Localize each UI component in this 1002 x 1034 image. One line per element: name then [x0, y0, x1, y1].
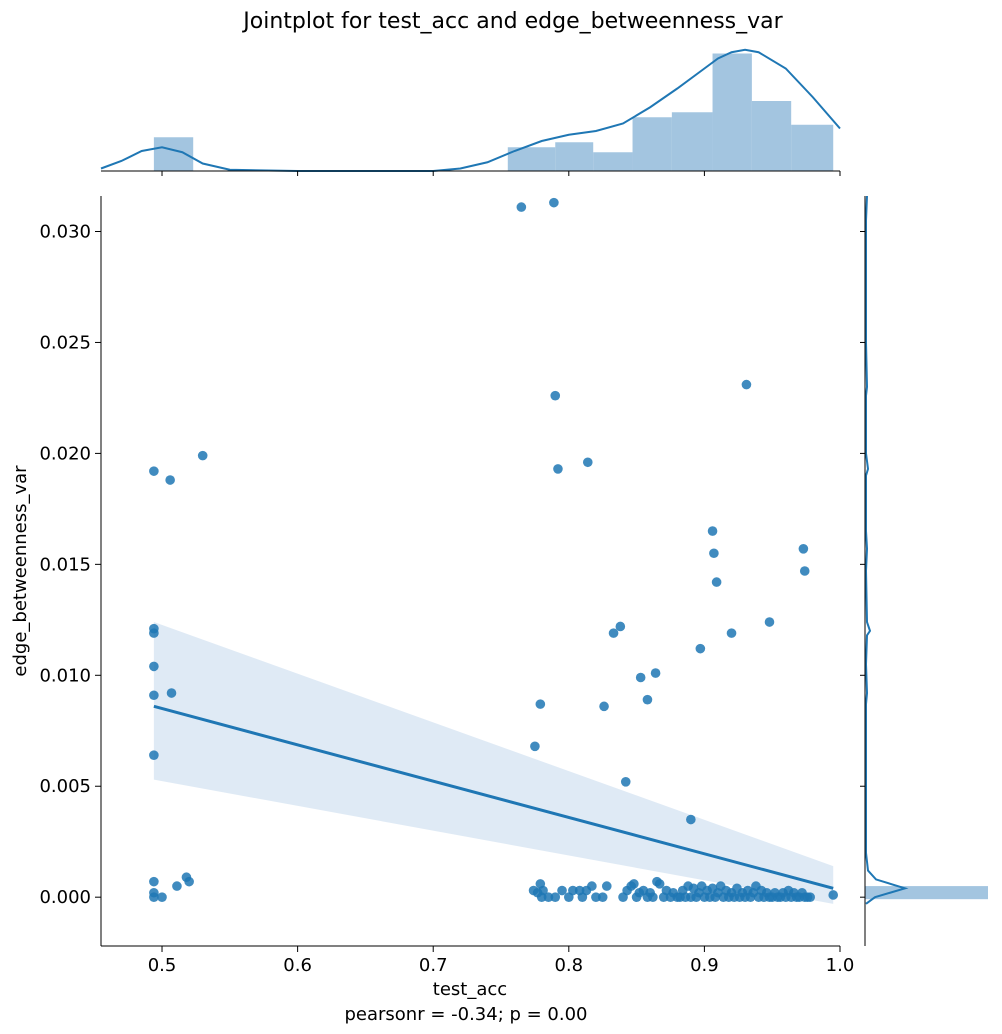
scatter-point: [172, 881, 182, 891]
scatter-point: [615, 621, 626, 632]
scatter-point: [157, 892, 167, 902]
scatter-point: [149, 690, 159, 701]
scatter-point: [620, 776, 631, 787]
scatter-point: [149, 876, 159, 887]
scatter-point: [149, 750, 159, 760]
scatter-point: [798, 544, 809, 554]
scatter-point: [550, 892, 561, 902]
scatter-point: [601, 881, 612, 891]
scatter-point: [709, 548, 719, 559]
scatter-point: [650, 668, 661, 678]
x-axis-ticks: 0.5 0.6 0.7 0.8 0.9 1.0: [148, 946, 855, 976]
scatter-point: [587, 881, 597, 891]
scatter-point: [582, 457, 593, 468]
scatter-point: [165, 475, 175, 485]
y-tick-label: 0.000: [39, 887, 91, 908]
scatter-point: [197, 450, 208, 461]
x-tick-label: 1.0: [826, 955, 855, 976]
scatter-point: [149, 892, 159, 902]
scatter-point: [149, 628, 159, 638]
scatter-point: [635, 672, 646, 683]
marginal-x-bar: [712, 53, 752, 171]
x-tick-label: 0.8: [554, 955, 583, 976]
scatter-point: [828, 890, 839, 900]
scatter-point: [629, 879, 639, 889]
x-tick-label: 0.9: [690, 955, 719, 976]
marginal-x-bar: [791, 124, 834, 171]
scatter-point: [608, 628, 619, 638]
pearson-annotation: pearsonr = -0.34; p = 0.00: [344, 1004, 587, 1025]
scatter-point: [648, 892, 658, 902]
y-tick-label: 0.015: [39, 554, 91, 575]
scatter-point: [149, 466, 159, 476]
scatter-point: [654, 879, 665, 889]
scatter-points: [149, 197, 839, 902]
scatter-point: [695, 643, 706, 654]
x-tick-label: 0.5: [148, 955, 177, 976]
marginal-x-bar: [671, 112, 713, 171]
scatter-point: [553, 464, 563, 474]
scatter-point: [799, 566, 810, 576]
scatter-point: [550, 390, 561, 401]
regression-line: [153, 704, 834, 890]
marginal-y-kde-curve: [864, 195, 909, 905]
scatter-point: [536, 892, 547, 902]
marginal-x-kde-curve: [100, 48, 841, 172]
marginal-x-bar: [507, 147, 556, 171]
scatter-point: [805, 892, 815, 902]
scatter-point: [149, 661, 159, 672]
scatter-point: [535, 699, 546, 709]
scatter-point: [599, 701, 609, 712]
scatter-point: [711, 577, 722, 587]
x-tick-label: 0.6: [283, 955, 312, 976]
x-axis-label: test_acc: [433, 979, 507, 1000]
scatter-point: [516, 202, 527, 212]
scatter-point: [764, 617, 775, 627]
y-tick-label: 0.010: [39, 665, 91, 686]
marginal-y-bar: [865, 886, 988, 900]
marginal-x-ticks: [161, 171, 841, 176]
scatter-point: [591, 892, 601, 902]
marginal-y-ticks: [860, 231, 865, 898]
plot-area: [149, 197, 839, 904]
scatter-point: [530, 741, 540, 752]
scatter-point: [597, 892, 608, 902]
scatter-point: [557, 885, 567, 896]
marginal-x-bar: [593, 152, 633, 171]
scatter-point: [686, 814, 696, 825]
y-tick-label: 0.005: [39, 776, 91, 797]
scatter-point: [543, 892, 554, 902]
scatter-point: [166, 688, 177, 698]
scatter-point: [741, 379, 752, 390]
scatter-point: [568, 885, 578, 896]
scatter-point: [642, 694, 653, 705]
regression-confidence-band: [153, 622, 834, 904]
scatter-point: [549, 197, 559, 208]
scatter-point: [707, 526, 718, 536]
y-axis-ticks: 0.000 0.005 0.010 0.015 0.020 0.025 0.030: [39, 222, 101, 908]
x-tick-label: 0.7: [419, 955, 448, 976]
y-tick-label: 0.030: [39, 222, 91, 243]
y-tick-label: 0.025: [39, 332, 91, 353]
chart-title: Jointplot for test_acc and edge_betweenn…: [241, 9, 783, 34]
scatter-point: [184, 876, 194, 887]
scatter-point: [726, 628, 737, 638]
marginal-x-bar: [555, 142, 594, 171]
marginal-x-histogram: [153, 53, 834, 171]
y-tick-label: 0.020: [39, 443, 91, 464]
marginal-x-bar: [632, 117, 672, 171]
marginal-y-histogram: [865, 886, 988, 900]
y-axis-label: edge_betweenness_var: [10, 465, 31, 677]
marginal-x-bar: [751, 101, 792, 171]
